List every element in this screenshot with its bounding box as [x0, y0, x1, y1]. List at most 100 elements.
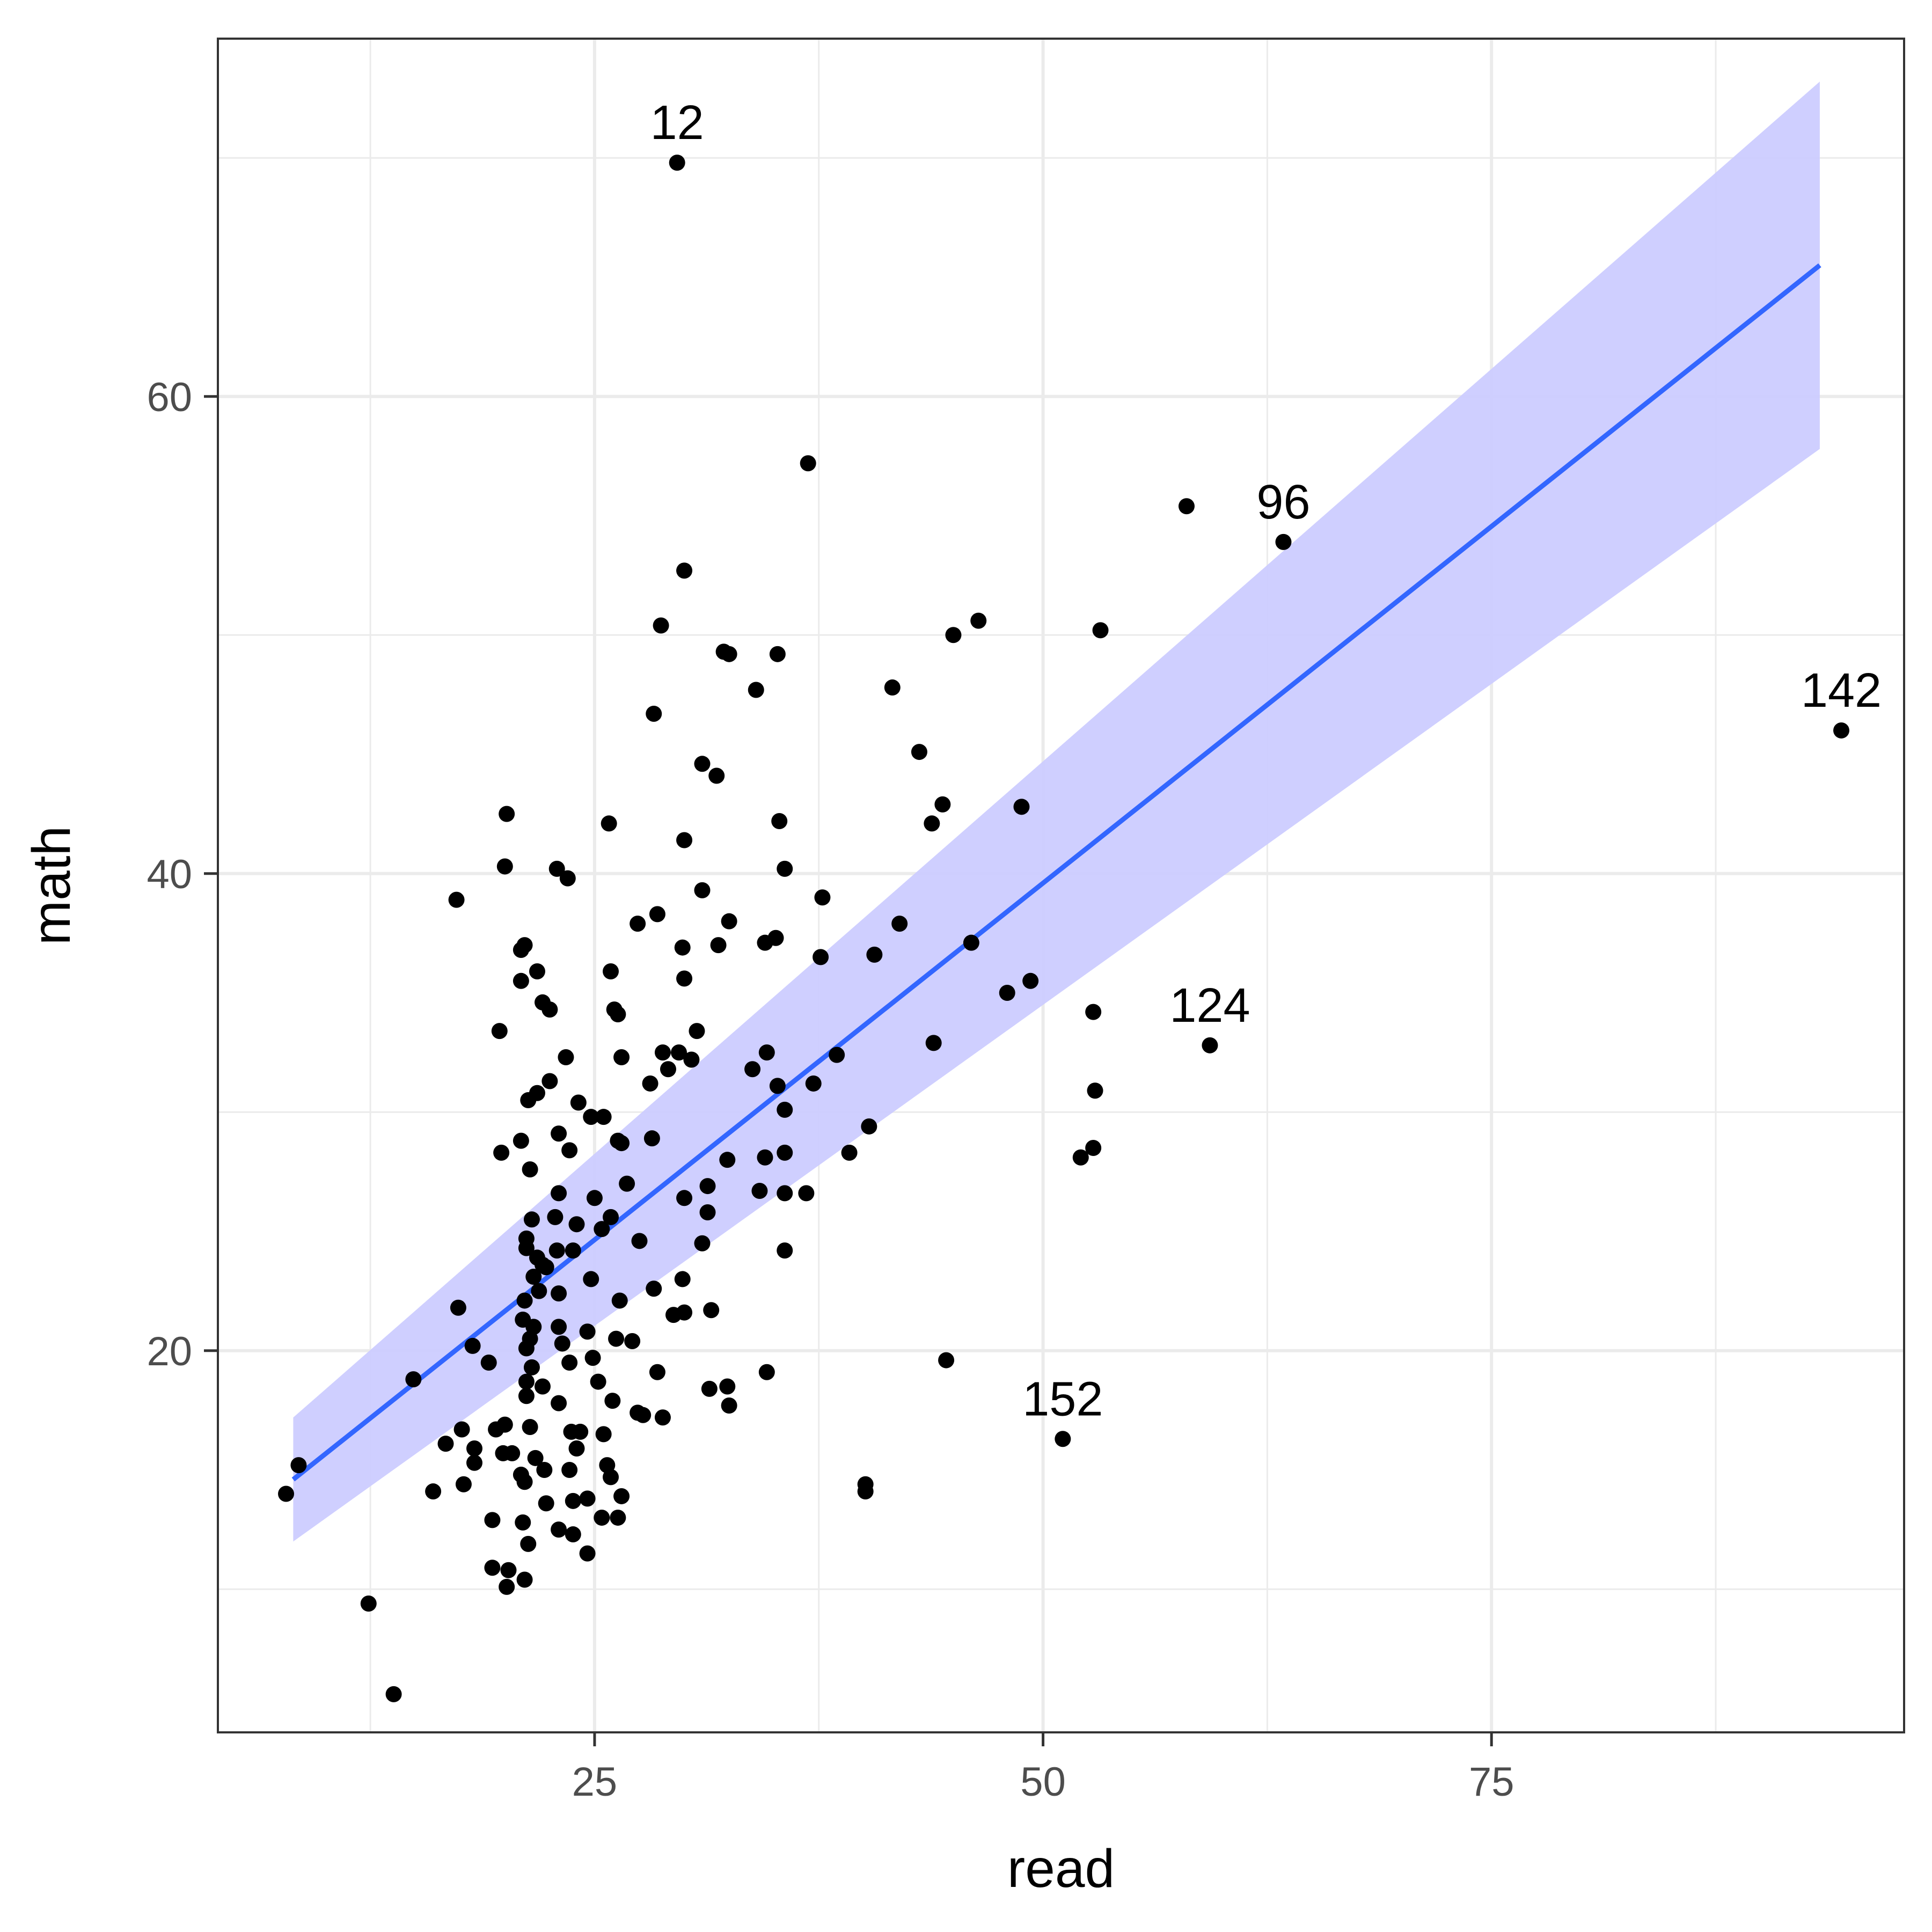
data-point: [453, 1421, 470, 1438]
data-point: [999, 985, 1015, 1001]
points-layer: [278, 155, 1850, 1702]
data-point: [448, 891, 465, 908]
data-point: [579, 1323, 596, 1340]
data-point: [911, 744, 927, 760]
data-point: [500, 1562, 517, 1578]
data-point: [934, 796, 951, 813]
data-point: [551, 1395, 567, 1411]
data-point: [1085, 1139, 1102, 1156]
data-point: [861, 1118, 877, 1135]
data-point: [721, 913, 737, 930]
data-point: [777, 1185, 793, 1202]
data-point: [694, 756, 711, 772]
data-point: [594, 1221, 610, 1238]
data-point: [1085, 1004, 1102, 1020]
data-point: [496, 1416, 513, 1433]
data-point: [1013, 799, 1030, 815]
data-point: [565, 1526, 581, 1543]
data-point: [551, 1319, 567, 1335]
data-point: [689, 1023, 705, 1040]
data-point: [516, 1571, 533, 1588]
data-point: [551, 1185, 567, 1202]
data-point: [630, 916, 646, 932]
data-point: [484, 1560, 501, 1576]
data-point: [1178, 498, 1195, 515]
data-point: [674, 1271, 691, 1287]
data-point: [1275, 533, 1292, 550]
data-point: [719, 1378, 736, 1395]
data-point: [584, 1350, 601, 1366]
data-point: [570, 1094, 587, 1111]
data-point: [523, 1211, 540, 1228]
data-point: [466, 1454, 482, 1471]
data-point: [541, 1001, 558, 1018]
data-point: [813, 949, 829, 965]
data-point: [586, 1190, 603, 1206]
data-point: [1092, 622, 1109, 639]
data-point: [558, 1049, 574, 1066]
data-point: [777, 860, 793, 877]
data-point: [635, 1407, 652, 1423]
data-point: [608, 1330, 625, 1347]
data-point: [513, 942, 529, 958]
data-point: [699, 1178, 716, 1195]
data-point: [1087, 1082, 1103, 1099]
data-point: [769, 646, 786, 662]
data-point: [643, 1130, 660, 1147]
data-point: [674, 939, 691, 956]
data-point: [594, 1509, 610, 1526]
data-point: [513, 972, 529, 989]
data-point: [710, 937, 727, 954]
y-tick-label: 60: [147, 375, 192, 420]
data-point: [583, 1109, 599, 1125]
panel-border: [217, 38, 1905, 1733]
data-point: [970, 612, 987, 629]
data-point: [613, 1135, 630, 1152]
data-point: [385, 1686, 402, 1702]
data-point: [531, 1283, 547, 1299]
data-point: [484, 1512, 501, 1528]
data-point: [884, 679, 901, 696]
data-point: [551, 1125, 567, 1142]
data-point: [748, 682, 764, 698]
x-axis: 25 50 75: [572, 1732, 1514, 1805]
data-point: [925, 1035, 942, 1051]
point-label: 12: [650, 96, 704, 150]
x-tick-label: 50: [1020, 1759, 1066, 1805]
data-point: [660, 1061, 676, 1078]
data-point: [798, 1185, 815, 1202]
data-point: [721, 646, 737, 662]
data-point: [536, 1462, 553, 1479]
data-point: [601, 815, 617, 832]
data-point: [516, 1474, 533, 1490]
data-point: [464, 1337, 481, 1354]
data-point: [758, 1044, 775, 1061]
data-point: [938, 1352, 955, 1368]
data-point: [757, 934, 773, 951]
data-point: [603, 1469, 619, 1485]
data-point: [676, 562, 693, 579]
data-point: [694, 1235, 711, 1252]
data-point: [518, 1388, 535, 1404]
data-point: [613, 1488, 630, 1504]
data-point: [603, 1209, 619, 1225]
data-point: [437, 1436, 454, 1452]
data-point: [631, 1233, 648, 1249]
data-point: [642, 1075, 658, 1092]
x-tick-label: 25: [572, 1759, 618, 1805]
data-point: [610, 1509, 626, 1526]
data-point: [522, 1161, 538, 1177]
data-point: [649, 1364, 665, 1380]
data-point: [1055, 1431, 1071, 1447]
data-point: [480, 1355, 497, 1371]
data-point: [523, 1359, 540, 1375]
data-point: [565, 1492, 581, 1509]
data-point: [493, 1144, 510, 1161]
data-point: [579, 1545, 596, 1562]
data-point: [551, 1285, 567, 1302]
data-point: [595, 1426, 612, 1443]
data-point: [857, 1483, 874, 1500]
data-point: [699, 1204, 716, 1220]
data-point: [649, 906, 665, 923]
